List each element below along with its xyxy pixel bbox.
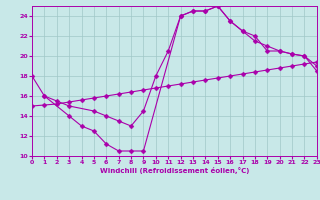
X-axis label: Windchill (Refroidissement éolien,°C): Windchill (Refroidissement éolien,°C): [100, 167, 249, 174]
